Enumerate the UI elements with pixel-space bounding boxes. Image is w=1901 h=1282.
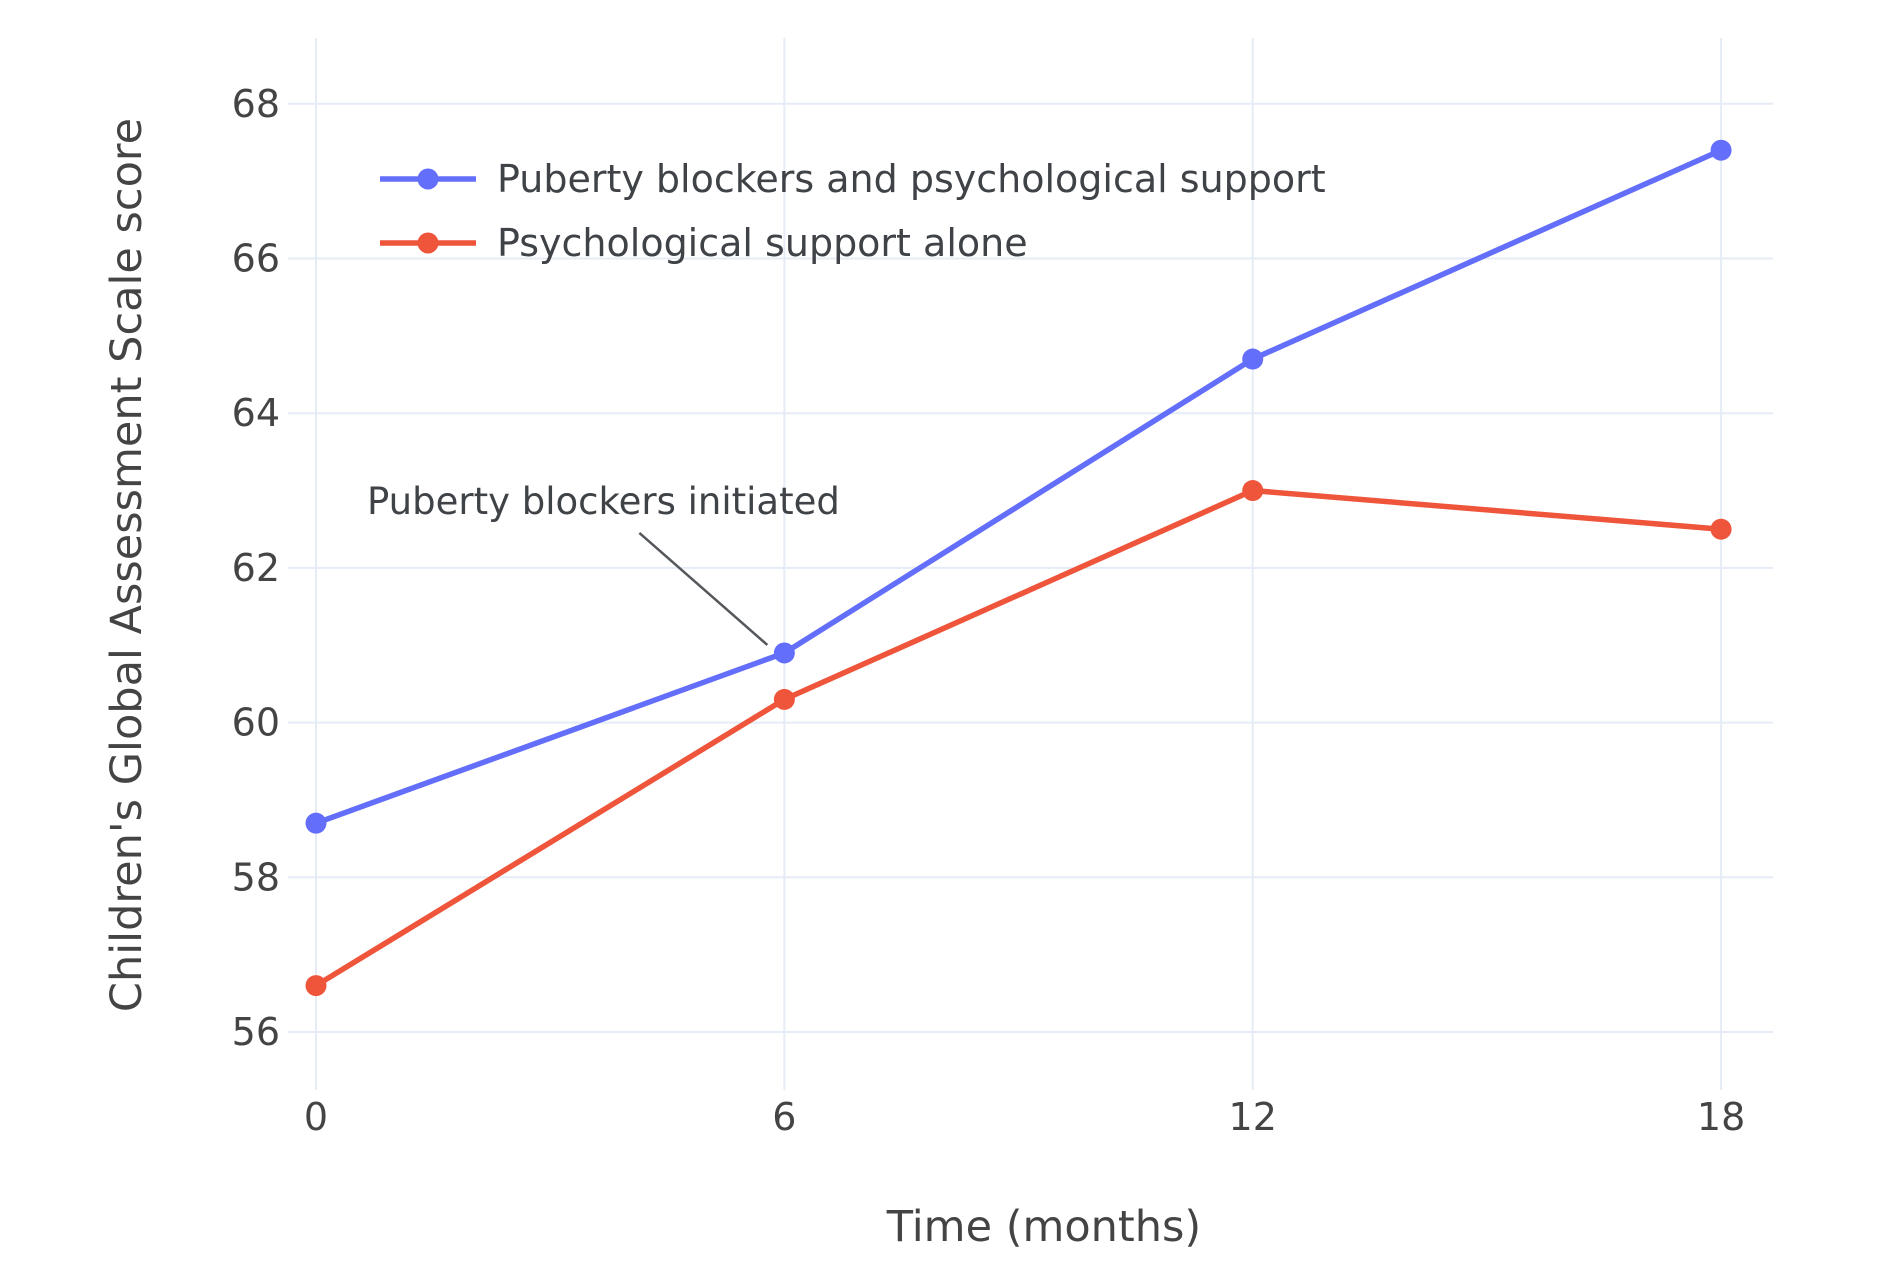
x-tick-label: 12 <box>1229 1095 1277 1139</box>
legend-item-0[interactable]: Puberty blockers and psychological suppo… <box>378 151 1326 207</box>
x-tick-label: 6 <box>772 1095 796 1139</box>
series-line-1 <box>313 487 1724 989</box>
y-tick-label: 66 <box>232 237 280 281</box>
data-point[interactable] <box>1242 480 1264 502</box>
legend-line-marker-icon <box>380 232 476 254</box>
data-point[interactable] <box>1710 139 1732 161</box>
series-line-0 <box>313 147 1724 826</box>
x-tick-label: 18 <box>1697 1095 1745 1139</box>
legend-label: Psychological support alone <box>497 221 1028 265</box>
data-point[interactable] <box>773 688 795 710</box>
data-point[interactable] <box>1710 518 1732 540</box>
data-point[interactable] <box>305 975 327 997</box>
legend-label: Puberty blockers and psychological suppo… <box>497 157 1326 201</box>
y-axis-title: Children's Global Assessment Scale score <box>102 117 152 1013</box>
legend-item-1[interactable]: Psychological support alone <box>378 215 1326 271</box>
data-point[interactable] <box>773 642 795 664</box>
y-tick-label: 64 <box>232 391 280 435</box>
x-axis-title: Time (months) <box>886 1202 1202 1252</box>
y-tick-label: 68 <box>232 82 280 126</box>
y-tick-label: 56 <box>232 1010 280 1054</box>
legend: Puberty blockers and psychological suppo… <box>378 151 1326 279</box>
y-tick-label: 58 <box>232 855 280 899</box>
annotation-text: Puberty blockers initiated <box>367 480 840 523</box>
x-tick-label: 0 <box>304 1095 328 1139</box>
data-point[interactable] <box>1242 348 1264 370</box>
y-tick-label: 60 <box>232 701 280 745</box>
data-point[interactable] <box>305 812 327 834</box>
annotation-arrow <box>638 532 769 646</box>
y-tick-label: 62 <box>232 546 280 590</box>
legend-line-marker-icon <box>380 168 476 190</box>
